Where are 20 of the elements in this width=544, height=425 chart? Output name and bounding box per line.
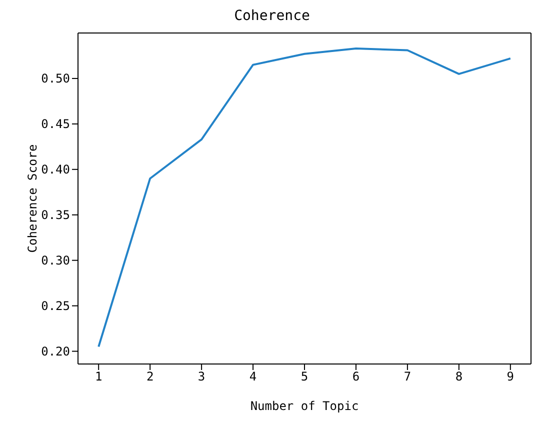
y-tick-label: 0.35 [41, 208, 70, 222]
line-series [98, 47, 512, 348]
x-tick-label: 8 [455, 370, 463, 384]
y-tick-label: 0.40 [41, 162, 70, 177]
y-tick-label: 0.50 [41, 72, 70, 86]
x-tick-label: 2 [146, 370, 154, 384]
chart-title: Coherence [233, 8, 311, 24]
y-axis-title: Coherence Score [25, 144, 40, 253]
x-tick-label: 3 [198, 370, 206, 384]
y-tick-label: 0.45 [41, 117, 70, 132]
y-tick-label: 0.25 [41, 299, 70, 314]
x-tick-label: 6 [352, 370, 360, 384]
x-tick-label: 7 [404, 370, 412, 384]
y-tick-label: 0.20 [41, 344, 70, 359]
x-tick-label: 9 [506, 370, 514, 384]
x-tick-label: 5 [300, 370, 308, 384]
x-tick-label: 4 [249, 370, 257, 384]
y-tick-label: 0.30 [41, 254, 70, 268]
x-tick-label: 1 [94, 370, 102, 384]
x-axis-title: Number of Topic [250, 399, 359, 413]
